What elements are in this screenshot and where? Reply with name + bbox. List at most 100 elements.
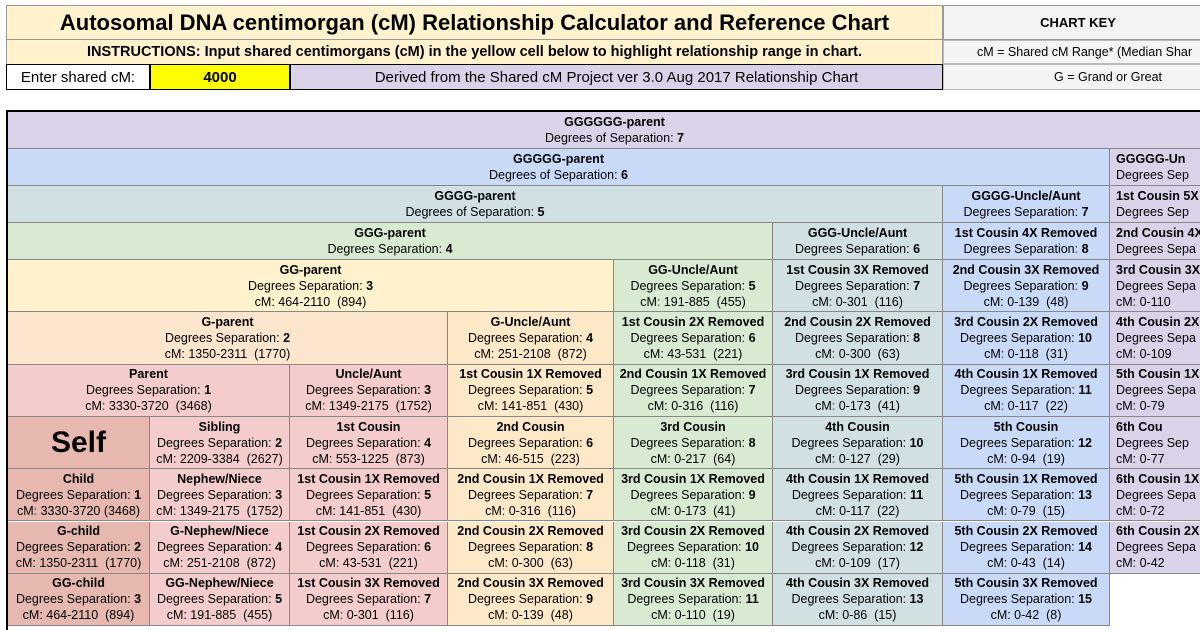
degrees-line: Degrees Separation: 7 [306,591,431,607]
degrees-value: 13 [909,592,924,607]
cell: 1st Cousin 1X Removed Degrees Separation:… [290,469,448,522]
cell-name: GGGGGG-parent [564,115,665,129]
degrees-label: Degrees Separation: [630,487,746,502]
degrees-line: Degrees Sepa [1116,487,1196,503]
cell-name: GG-Nephew/Niece [165,576,274,591]
cm-range: cM: 0-139 (48) [488,608,573,623]
cell: GGGG-Uncle/Aunt Degrees Separation: 7 [943,186,1110,223]
cell: GGGG-parent Degrees of Separation: 5 [8,186,943,223]
cell-name: 3rd Cousin 2X Removed [621,524,765,539]
cell-name: 1st Cousin 2X Removed [297,524,440,539]
cell-name: 3rd Cousin 3X [1116,262,1200,277]
cell-name: G-child [56,524,101,539]
degrees-value: 7 [677,131,684,145]
cell-name: 4th Cousin [825,419,890,434]
cm-range: cM: 191-885 (455) [166,608,273,623]
degrees-label: Degrees Separation: [963,205,1079,219]
degrees-line: Degrees Separation: 11 [627,591,758,607]
degrees-line: Degrees Separation: 8 [468,539,593,555]
cm-range: cM: 2209-3384 (2627) [156,451,283,466]
cell-name: 2nd Cousin [496,419,565,434]
degrees-value: 3 [424,383,432,398]
cm-range: cM: 0-79 [1116,399,1165,414]
degrees-value: 3 [134,592,142,607]
cm-range: cM: 0-42 (8) [990,608,1062,623]
cell-name: 5th Cousin 1X [1116,367,1200,382]
degrees-label: Degrees Separation: [794,383,910,398]
degrees-value: 2 [134,540,142,555]
degrees-value: 8 [748,435,756,450]
degrees-line: Degrees Separation: 7 [630,382,755,398]
degrees-label: Degrees Separation: [630,278,746,293]
cell: G-Nephew/Niece Degrees Separation: 4 cM: 2… [150,521,290,574]
cell: 5th Cousin 1X Degrees Sepa cM: 0-79 [1110,364,1200,417]
cm-range: cM: 141-851 (430) [477,399,584,414]
cell-name: G-Uncle/Aunt [490,314,571,329]
degrees-line: Degrees Sepa [1116,330,1196,346]
degrees-label: Degrees Separation: [794,242,910,256]
cm-range: cM: 191-885 (455) [640,294,746,309]
cm-range: cM: 0-117 (22) [815,503,900,518]
cell-name: 4th Cousin 2X Removed [785,524,930,539]
cm-range: cM: 0-118 (31) [984,346,1068,361]
cell: 1st Cousin 1X Removed Degrees Separation:… [448,364,614,417]
degrees-line: Degrees Sep [1116,167,1189,183]
cell: 4th Cousin 3X Removed Degrees Separation:… [773,573,943,627]
degrees-label: Degrees Separation: [963,242,1079,256]
degrees-line: Degrees Separation: 4 [468,330,593,346]
degrees-value: 15 [1078,592,1093,607]
degrees-value: 8 [913,330,921,345]
cm-range: cM: 464-2110 (894) [254,294,367,309]
cell-name: 5th Cousin 2X Removed [954,524,1098,539]
degrees-value: 2 [275,435,283,450]
degrees-value: 14 [1078,540,1093,555]
degrees-value: 6 [621,168,628,182]
cell-name: 4th Cousin 1X Removed [785,471,930,486]
degrees-label: Degrees Sepa [1116,383,1196,398]
degrees-label: Degrees Separation: [305,540,421,555]
degrees-label: Degrees Separation: [791,487,907,502]
degrees-label: Degrees Sepa [1116,278,1196,293]
cell: 2nd Cousin 2X Removed Degrees Separation:… [448,521,614,574]
degrees-value: 8 [1081,242,1089,256]
degrees-label: Degrees of Separation: [405,205,535,219]
degrees-label: Degrees Separation: [467,592,583,607]
cell: 1st Cousin 2X Removed Degrees Separation:… [614,312,773,365]
cell: 1st Cousin 5X Degrees Sep [1110,186,1200,223]
degrees-label: Degrees Separation: [960,383,1075,398]
cell: GGG-Uncle/Aunt Degrees Separation: 6 [773,223,943,260]
degrees-label: Degrees of Separation: [489,168,618,182]
cell: 1st Cousin 3X Removed Degrees Separation:… [773,260,943,313]
degrees-label: Degrees Separation: [15,592,131,607]
chart-key-line: cM = Shared cM Range* (Median Shar [943,40,1200,64]
cell-name: 2nd Cousin 4X [1116,226,1200,240]
input-value[interactable]: 4000 [150,64,290,90]
cell: 3rd Cousin 2X Removed Degrees Separation:… [943,312,1110,365]
cell-name: GGGGG-Un [1116,152,1186,166]
degrees-line: Degrees Sepa [1116,382,1196,398]
cm-range: cM: 43-531 (221) [319,556,418,571]
cell-name: GGGG-parent [434,189,516,203]
cm-range: cM: 3330-3720 (3468) [17,503,140,518]
cell: G-parent Degrees Separation: 2 cM: 1350-23… [8,312,448,365]
relationship-chart: GGGGGG-parent Degrees of Separation: 7 GGG… [6,110,1200,630]
cell: 3rd Cousin 3X Degrees Sepa cM: 0-110 [1110,260,1200,313]
cm-range: cM: 1349-2175 (1752) [156,503,283,518]
cm-range: cM: 0-72 [1116,503,1165,518]
cell: GG-Uncle/Aunt Degrees Separation: 5 cM: 19… [614,260,773,313]
degrees-value: 9 [748,487,756,502]
cm-range: cM: 0-301 (116) [323,608,414,623]
degrees-value: 11 [909,487,924,502]
cell: 1st Cousin 4X Removed Degrees Separation:… [943,223,1110,260]
degrees-label: Degrees of Separation: [545,131,674,145]
degrees-label: Degrees Separation: [467,487,583,502]
cell-name: GG-child [52,576,105,591]
degrees-line: Degrees Separation: 10 [960,330,1092,346]
cell-name: GGGG-Uncle/Aunt [971,189,1081,203]
cell-name: Nephew/Niece [177,471,262,486]
degrees-line: Degrees Separation: 10 [791,435,923,451]
degrees-line: Degrees Separation: 10 [627,539,759,555]
cell: 2nd Cousin 2X Removed Degrees Separation:… [773,312,943,365]
degrees-value: 5 [748,278,756,293]
cell: 6th Cousin 2X Degrees Sepa cM: 0-42 [1110,521,1200,574]
